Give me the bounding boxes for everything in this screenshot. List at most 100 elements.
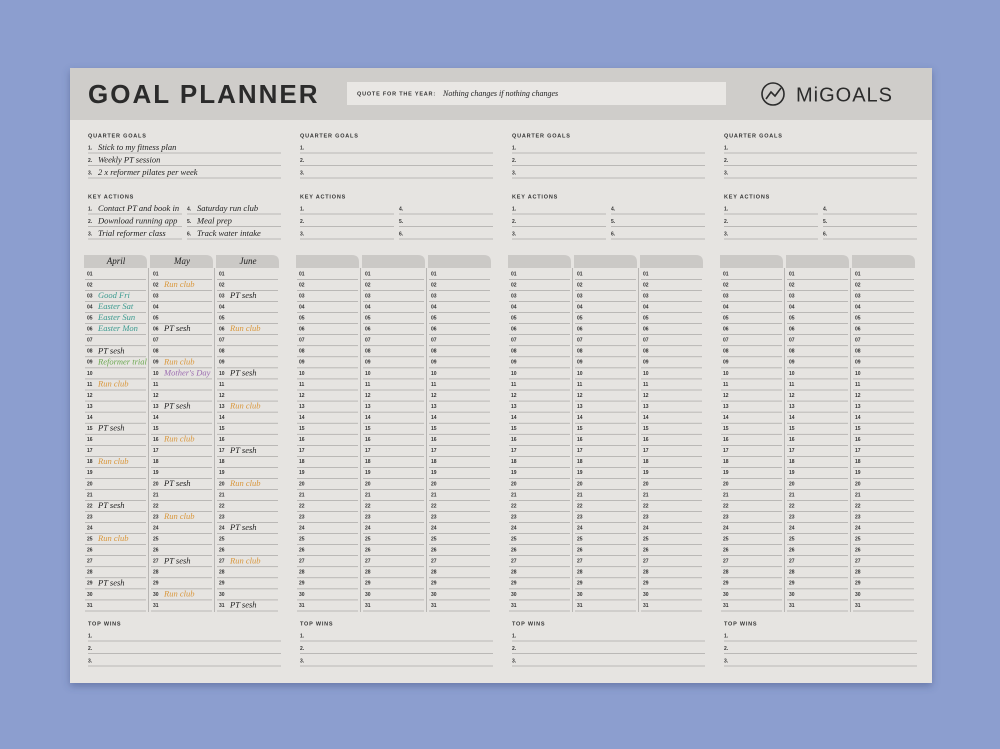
day-number: 27 — [511, 559, 517, 565]
day-number: 29 — [643, 581, 649, 587]
day-number: 22 — [431, 503, 437, 509]
item-number: 3. — [512, 231, 517, 237]
item-number: 3. — [300, 170, 305, 176]
day-number: 01 — [511, 271, 517, 277]
note: Run club — [163, 279, 194, 289]
item-number: 1. — [724, 633, 729, 639]
day-number: 15 — [511, 426, 517, 432]
day-number: 06 — [643, 327, 649, 333]
day-number: 21 — [855, 492, 861, 498]
day-number: 25 — [855, 537, 861, 543]
day-number: 13 — [219, 404, 225, 410]
day-number: 17 — [643, 448, 649, 454]
day-number: 18 — [855, 459, 861, 465]
day-number: 07 — [365, 338, 371, 344]
day-number: 18 — [723, 459, 729, 465]
quote-label: QUOTE FOR THE YEAR: — [357, 91, 436, 97]
item-number: 2. — [88, 158, 93, 164]
day-number: 31 — [643, 603, 649, 609]
note: Run club — [97, 533, 128, 543]
day-number: 16 — [789, 437, 795, 443]
goal: Stick to my fitness plan — [98, 142, 176, 152]
day-number: 23 — [855, 514, 861, 520]
day-number: 02 — [855, 282, 861, 288]
day-number: 09 — [365, 360, 371, 366]
day-number: 02 — [789, 282, 795, 288]
title: GOAL PLANNER — [88, 79, 320, 109]
day-number: 15 — [431, 426, 437, 432]
day-number: 25 — [577, 537, 583, 543]
day-number: 24 — [511, 525, 517, 531]
day-number: 14 — [365, 415, 371, 421]
day-number: 03 — [299, 293, 305, 299]
month-tab — [720, 255, 783, 268]
item-number: 3. — [512, 170, 517, 176]
day-number: 05 — [789, 316, 795, 322]
item-number: 3. — [88, 231, 93, 237]
day-number: 27 — [219, 559, 225, 565]
day-number: 24 — [431, 525, 437, 531]
item-number: 2. — [724, 219, 729, 225]
day-number: 30 — [153, 592, 159, 598]
day-number: 19 — [153, 470, 159, 476]
day-number: 20 — [789, 481, 795, 487]
day-number: 23 — [577, 514, 583, 520]
day-number: 05 — [723, 316, 729, 322]
day-number: 13 — [87, 404, 93, 410]
day-number: 10 — [643, 371, 649, 377]
day-number: 11 — [855, 382, 861, 388]
day-number: 14 — [299, 415, 305, 421]
day-number: 16 — [643, 437, 649, 443]
day-number: 20 — [431, 481, 437, 487]
month-name: April — [106, 256, 126, 266]
item-number: 4. — [187, 206, 192, 212]
day-number: 09 — [577, 360, 583, 366]
day-number: 06 — [431, 327, 437, 333]
day-number: 28 — [643, 570, 649, 576]
day-number: 30 — [431, 592, 437, 598]
day-number: 11 — [511, 382, 517, 388]
day-number: 01 — [577, 271, 583, 277]
day-number: 14 — [431, 415, 437, 421]
day-number: 29 — [511, 581, 517, 587]
day-number: 05 — [855, 316, 861, 322]
day-number: 30 — [789, 592, 795, 598]
item-number: 6. — [823, 231, 828, 237]
day-number: 02 — [87, 282, 93, 288]
day-number: 25 — [511, 537, 517, 543]
day-number: 30 — [643, 592, 649, 598]
note: Run club — [97, 378, 128, 388]
day-number: 31 — [431, 603, 437, 609]
day-number: 07 — [723, 338, 729, 344]
day-number: 18 — [219, 459, 225, 465]
day-number: 01 — [855, 271, 861, 277]
day-number: 04 — [153, 304, 159, 310]
logo: MiGOALS — [796, 84, 893, 106]
day-number: 17 — [299, 448, 305, 454]
day-number: 14 — [219, 415, 225, 421]
day-number: 15 — [87, 426, 93, 432]
day-number: 06 — [365, 327, 371, 333]
item-number: 1. — [88, 206, 93, 212]
day-number: 24 — [219, 525, 225, 531]
section-label: QUARTER GOALS — [300, 133, 359, 139]
day-number: 26 — [87, 548, 93, 554]
item-number: 2. — [512, 158, 517, 164]
quote-box — [347, 82, 726, 105]
day-number: 02 — [365, 282, 371, 288]
day-number: 02 — [643, 282, 649, 288]
day-number: 30 — [87, 592, 93, 598]
day-number: 01 — [789, 271, 795, 277]
note: Run club — [229, 323, 260, 333]
day-number: 31 — [577, 603, 583, 609]
day-number: 08 — [789, 349, 795, 355]
day-number: 18 — [365, 459, 371, 465]
day-number: 27 — [577, 559, 583, 565]
day-number: 26 — [855, 548, 861, 554]
day-number: 04 — [431, 304, 437, 310]
day-number: 23 — [431, 514, 437, 520]
item-number: 5. — [611, 219, 616, 225]
day-number: 14 — [855, 415, 861, 421]
day-number: 25 — [643, 537, 649, 543]
day-number: 23 — [365, 514, 371, 520]
